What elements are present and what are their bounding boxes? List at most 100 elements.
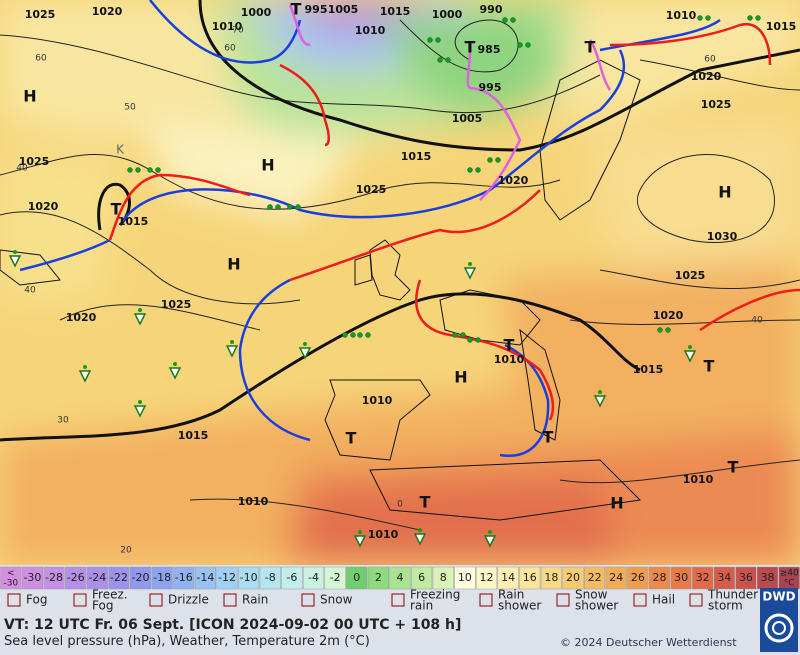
legend-label: Rain <box>498 588 524 602</box>
scale-cell <box>86 566 108 590</box>
contour-label: 70 <box>232 26 244 36</box>
pressure-center: T <box>504 336 515 355</box>
scale-cell <box>605 566 627 590</box>
contour-label: 20 <box>120 546 132 556</box>
contour-label: 60 <box>224 44 236 54</box>
legend-icon <box>689 593 703 607</box>
pressure-center: T <box>543 428 554 447</box>
rain-dot <box>475 167 481 173</box>
rain-dot <box>445 57 451 63</box>
scale-label: -2 <box>330 571 341 584</box>
isobar-label: 1025 <box>675 269 706 282</box>
rain-dot <box>525 42 531 48</box>
scale-label: -30 <box>23 571 41 584</box>
scale-cell <box>281 566 303 590</box>
rain-dot <box>467 337 473 343</box>
rain-dot <box>127 167 133 173</box>
shower-dot <box>688 345 692 349</box>
shower-symbol <box>593 395 607 408</box>
rain-dot <box>452 332 458 338</box>
isobar-label: 1025 <box>356 183 387 196</box>
scale-label: -6 <box>286 571 297 584</box>
pressure-center: T <box>728 458 739 477</box>
legend-area: <-30 -30 -28 -26 -24 -22 -20 -18 -16 -14 -12 -10 -8-… <box>0 565 800 655</box>
isobar-label: 1010 <box>355 24 386 37</box>
isobar-label: 1015 <box>401 150 432 163</box>
shower-symbol <box>483 535 497 548</box>
scale-label: 4 <box>397 571 404 584</box>
rain-dot <box>427 37 433 43</box>
shower-dot <box>173 362 177 366</box>
shower-symbol <box>413 533 427 546</box>
shower-symbol <box>133 313 147 326</box>
legend-icon <box>73 593 87 607</box>
legend-label: Snow <box>320 593 353 607</box>
shower-symbol <box>78 370 92 383</box>
scale-label: 18 <box>544 571 558 584</box>
rain-dot <box>135 167 141 173</box>
scale-label: 2 <box>375 571 382 584</box>
scale-label: -12 <box>218 571 236 584</box>
contour-label: 0 <box>397 500 403 510</box>
isobar-label: 1025 <box>25 8 56 21</box>
shower-symbol <box>225 345 239 358</box>
isobar-label: 1010 <box>212 20 243 33</box>
rain-dot <box>147 167 153 173</box>
scale-label: 8 <box>440 571 447 584</box>
shower-dot <box>138 400 142 404</box>
rain-dot <box>665 327 671 333</box>
contour-label: 60 <box>35 54 47 64</box>
copyright: © 2024 Deutscher Wetterdienst <box>560 636 737 649</box>
isobar-label: 1010 <box>238 495 269 508</box>
legend-label: Thunder <box>707 588 758 602</box>
scale-label: 24 <box>609 571 623 584</box>
temperature-field <box>0 0 800 565</box>
contour-label: 30 <box>57 416 69 426</box>
rain-dot <box>365 332 371 338</box>
scale-label: -14 <box>196 571 214 584</box>
isobar-label: 1015 <box>766 20 797 33</box>
legend-label: Fog <box>92 599 113 613</box>
scale-label: 32 <box>696 571 710 584</box>
fronts <box>19 0 800 458</box>
scale-cell <box>65 566 87 590</box>
pressure-center: H <box>23 87 36 106</box>
pressure-center: T <box>704 357 715 376</box>
scale-cell <box>21 566 43 590</box>
scale-label: -16 <box>175 571 193 584</box>
shower-dot <box>83 365 87 369</box>
rain-dot <box>275 204 281 210</box>
scale-cell <box>735 566 757 590</box>
scale-cell <box>540 566 562 590</box>
shower-dot <box>488 530 492 534</box>
contour-label: 40 <box>16 164 28 174</box>
scale-label: -10 <box>240 571 258 584</box>
isobar-label: 1020 <box>653 309 684 322</box>
rain-dot <box>510 17 516 23</box>
legend-icon <box>633 593 647 607</box>
shower-dot <box>468 262 472 266</box>
legend-label: storm <box>708 599 743 613</box>
scale-cell <box>432 566 454 590</box>
isobar-label: 1025 <box>161 298 192 311</box>
scale-cell <box>648 566 671 590</box>
pressure-center: T <box>291 0 302 19</box>
rain-dot <box>495 157 501 163</box>
scale-label: 6 <box>418 571 425 584</box>
scale-cell <box>497 566 519 590</box>
scale-cell <box>302 566 325 590</box>
scale-cell <box>129 566 152 590</box>
scale-cell <box>0 566 22 590</box>
isobars <box>0 19 800 531</box>
scale-label: 22 <box>588 571 602 584</box>
scale-cell <box>367 566 389 590</box>
scale-cell <box>584 566 606 590</box>
pressure-center: T <box>111 200 122 219</box>
isobar-label: 1005 <box>452 112 483 125</box>
shower-dot <box>230 340 234 344</box>
contour-label: 60 <box>704 55 716 65</box>
pressure-center: H <box>718 183 731 202</box>
isobar-label: 985 <box>478 43 501 56</box>
isobar-label: 1005 <box>328 3 359 16</box>
